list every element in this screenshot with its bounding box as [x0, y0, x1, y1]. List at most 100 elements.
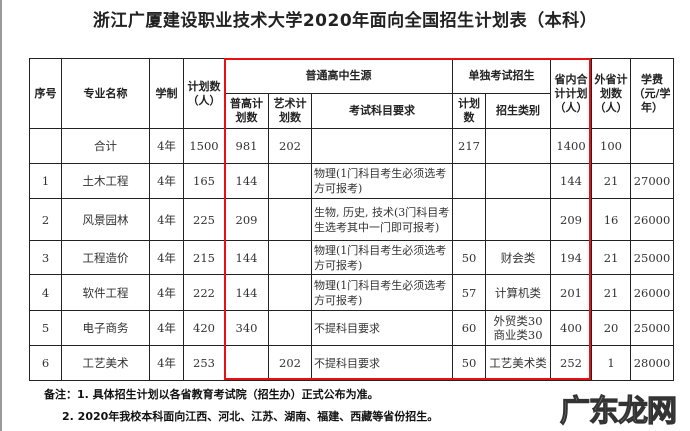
cell-plan: 253 [183, 345, 225, 381]
cell-single: 57 [452, 274, 487, 311]
cell-seq: 2 [29, 198, 62, 241]
cell-in: 400 [550, 310, 593, 346]
header-single-category: 招生类别 [485, 93, 552, 129]
table-row: 3 工程造价 4年 215 144 物理(1门科目考生必须选考方可报考) 50 财会类 194 2… [29, 240, 675, 275]
note-1: 备注：1. 具体招生计划以各省教育考试院（招生办）正式公布为准。 [44, 388, 379, 401]
cell-tuition: 27000 [630, 163, 675, 199]
cell-art [268, 310, 312, 346]
header-requirements: 考试科目要求 [310, 93, 454, 129]
cell-years: 4年 [149, 274, 184, 311]
cell-single: 50 [452, 240, 487, 275]
cell-seq: 3 [29, 240, 62, 275]
cell-seq: 4 [29, 274, 62, 311]
cell-plan: 165 [183, 163, 225, 199]
header-years: 学制 [149, 58, 184, 129]
cell-regular: 340 [224, 310, 269, 346]
cell-out: 16 [591, 198, 632, 241]
cell-tuition: 28000 [630, 345, 675, 381]
header-single-plan: 计划数 [452, 93, 487, 129]
cell-single: 217 [452, 128, 487, 164]
cell-plan: 225 [183, 198, 225, 241]
header-seq: 序号 [29, 58, 62, 129]
cell-single [452, 198, 487, 241]
document-title: 浙江广厦建设职业技术大学2020年面向全国招生计划表（本科） [92, 11, 598, 31]
table-row: 2 风景园林 4年 225 209 生物, 历史, 技术(3门科目考生选考其中一门即可报考… [29, 198, 675, 241]
cell-years: 4年 [149, 128, 184, 164]
cell-category: 计算机类 [485, 274, 552, 311]
cell-single [452, 163, 487, 199]
header-plan: 计划数（人） [183, 58, 225, 129]
watermark-logo: 广东龙网 [559, 393, 677, 429]
cell-years: 4年 [149, 163, 184, 199]
cell-tuition: 25000 [630, 240, 675, 275]
cell-out: 21 [591, 240, 632, 275]
cell-seq: 5 [29, 310, 62, 346]
cell-years: 4年 [149, 345, 184, 381]
cell-out: 21 [591, 274, 632, 311]
cell-category: 财会类 [485, 240, 552, 275]
header-major: 专业名称 [61, 58, 150, 129]
cell-seq: 6 [29, 345, 62, 381]
header-regular-group: 普通高中生源 [223, 58, 454, 94]
cell-regular: 981 [224, 128, 269, 164]
header-art-plan: 艺术计划数 [268, 93, 312, 129]
cell-in: 194 [550, 240, 593, 275]
cell-category [485, 163, 552, 199]
note-2: 2. 2020年我校本科面向江西、河北、江苏、湖南、福建、西藏等省份招生。 [62, 410, 439, 423]
cell-major: 合计 [61, 128, 150, 164]
cell-category [485, 198, 552, 241]
cell-req: 物理(1门科目考生必须选考方可报考) [310, 274, 454, 311]
cell-in: 144 [550, 163, 593, 199]
cell-art [268, 240, 312, 275]
cell-single: 60 [452, 310, 487, 346]
cell-single: 50 [452, 345, 487, 381]
cell-out: 1 [591, 345, 632, 381]
cell-major: 风景园林 [61, 198, 150, 241]
enrollment-plan-table: 序号 专业名称 学制 计划数（人） 普通高中生源 单独考试招生 省内合计计划（人… [29, 58, 675, 381]
cell-category [485, 128, 552, 164]
cell-major: 工艺美术 [61, 345, 150, 381]
cell-major: 土木工程 [61, 163, 150, 199]
cell-category: 工艺美术类 [485, 345, 552, 381]
cell-req: 不提科目要求 [310, 345, 454, 381]
cell-req: 物理(1门科目考生必须选考方可报考) [310, 240, 454, 275]
cell-plan: 215 [183, 240, 225, 275]
cell-art [268, 163, 312, 199]
table-row: 4 软件工程 4年 222 144 物理(1门科目考生必须选考方可报考) 57 计算机类 201… [29, 274, 675, 311]
cell-plan: 1500 [183, 128, 225, 164]
header-out-province: 外省计划数（人） [591, 58, 632, 129]
cell-plan: 222 [183, 274, 225, 311]
table-row: 5 电子商务 4年 420 340 不提科目要求 60 外贸类30 商业类30 400 20 250… [29, 310, 675, 346]
cell-seq [29, 128, 62, 164]
cell-tuition: 25000 [630, 310, 675, 346]
cell-req [310, 128, 454, 164]
cell-req: 生物, 历史, 技术(3门科目考生选考其中一门即可报考) [310, 198, 454, 241]
cell-plan: 420 [183, 310, 225, 346]
cell-regular: 144 [224, 163, 269, 199]
header-single-group: 单独考试招生 [452, 58, 552, 94]
table-row: 合计 4年 1500 981 202 217 1400 100 [29, 128, 675, 164]
cell-years: 4年 [149, 240, 184, 275]
cell-out: 20 [591, 310, 632, 346]
cell-regular: 144 [224, 274, 269, 311]
cell-req: 不提科目要求 [310, 310, 454, 346]
header-regular-plan: 普高计划数 [224, 93, 269, 129]
cell-tuition: 26000 [630, 274, 675, 311]
cell-major: 电子商务 [61, 310, 150, 346]
cell-regular: 209 [224, 198, 269, 241]
cell-in: 1400 [550, 128, 593, 164]
cell-major: 工程造价 [61, 240, 150, 275]
cell-art: 202 [268, 345, 312, 381]
cell-out: 100 [591, 128, 632, 164]
cell-art: 202 [268, 128, 312, 164]
cell-art [268, 198, 312, 241]
cell-out: 21 [591, 163, 632, 199]
cell-art [268, 274, 312, 311]
cell-years: 4年 [149, 198, 184, 241]
cell-req: 物理(1门科目考生必须选考方可报考) [310, 163, 454, 199]
table-row: 6 工艺美术 4年 253 202 不提科目要求 50 工艺美术类 252 1 28000 [29, 345, 675, 381]
cell-in: 201 [550, 274, 593, 311]
cell-years: 4年 [149, 310, 184, 346]
header-in-province: 省内合计计划（人） [550, 58, 593, 129]
cell-major: 软件工程 [61, 274, 150, 311]
